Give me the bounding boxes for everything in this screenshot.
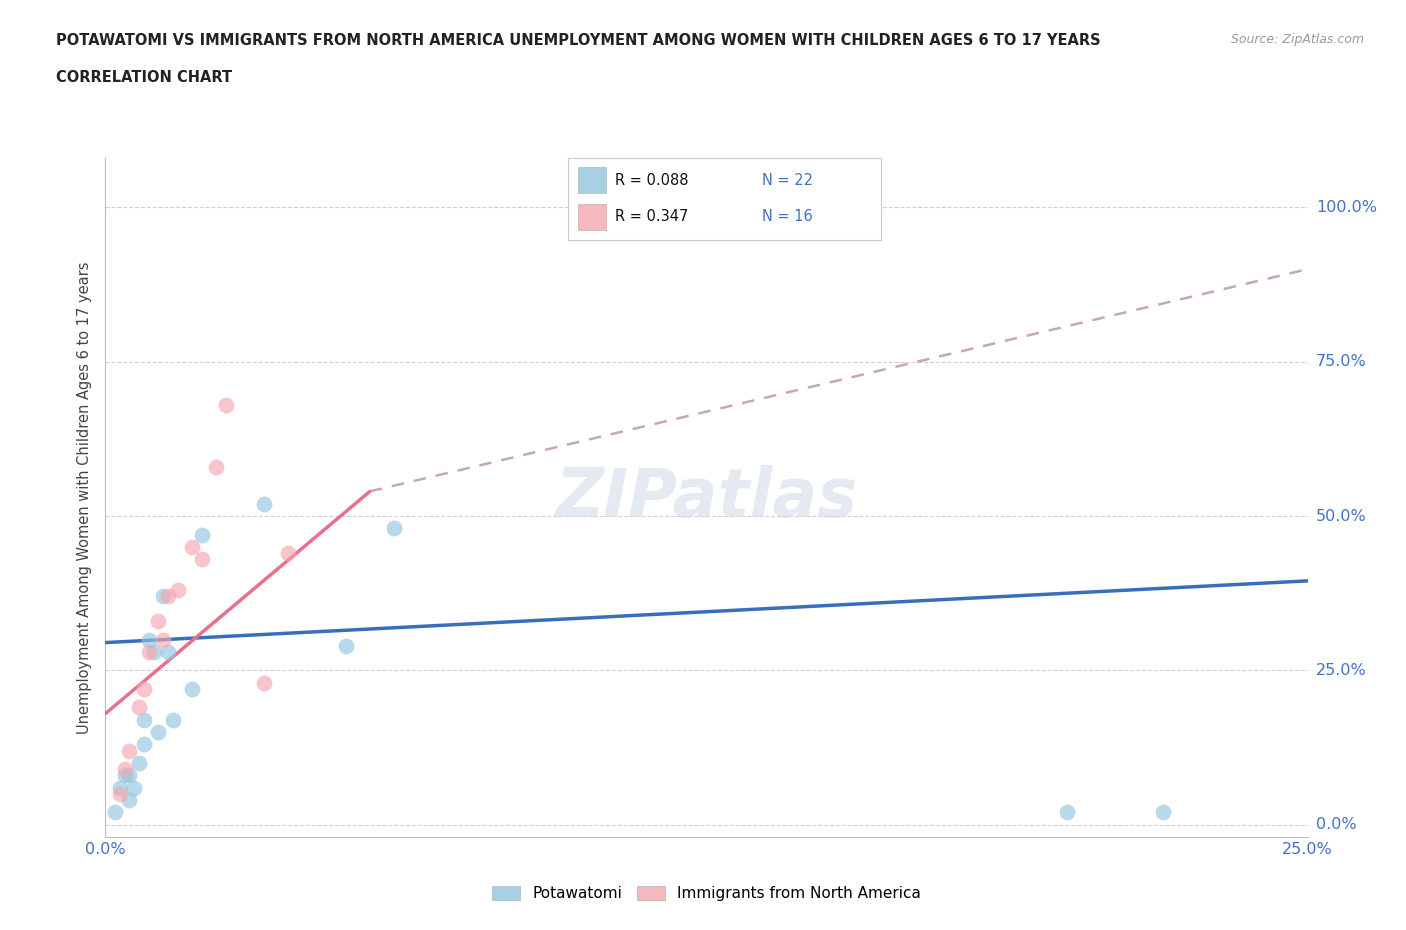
Text: 75.0%: 75.0% xyxy=(1316,354,1367,369)
Point xyxy=(253,675,276,690)
Point xyxy=(104,804,127,819)
Point xyxy=(108,787,131,802)
Point xyxy=(205,459,228,474)
Point xyxy=(138,644,160,659)
Point xyxy=(148,724,170,739)
Point xyxy=(114,768,136,783)
Point xyxy=(118,743,141,758)
Text: 0.0%: 0.0% xyxy=(1316,817,1357,832)
Point xyxy=(142,644,165,659)
Point xyxy=(166,583,188,598)
Point xyxy=(181,539,204,554)
Point xyxy=(156,644,179,659)
Text: Source: ZipAtlas.com: Source: ZipAtlas.com xyxy=(1230,33,1364,46)
Point xyxy=(152,632,174,647)
Point xyxy=(190,551,212,566)
Text: 50.0%: 50.0% xyxy=(1316,509,1367,524)
Point xyxy=(124,780,146,795)
Point xyxy=(138,632,160,647)
Point xyxy=(277,546,299,561)
Point xyxy=(253,497,276,512)
Point xyxy=(118,768,141,783)
Point xyxy=(148,614,170,629)
Point xyxy=(128,755,150,770)
Text: ZIPatlas: ZIPatlas xyxy=(555,465,858,530)
Point xyxy=(156,589,179,604)
Text: 100.0%: 100.0% xyxy=(1316,200,1376,215)
Point xyxy=(190,527,212,542)
Point xyxy=(132,737,155,751)
Point xyxy=(181,682,204,697)
Text: POTAWATOMI VS IMMIGRANTS FROM NORTH AMERICA UNEMPLOYMENT AMONG WOMEN WITH CHILDR: POTAWATOMI VS IMMIGRANTS FROM NORTH AMER… xyxy=(56,33,1101,47)
Point xyxy=(1056,804,1078,819)
Text: CORRELATION CHART: CORRELATION CHART xyxy=(56,70,232,85)
Point xyxy=(114,762,136,777)
Point xyxy=(128,700,150,715)
Point xyxy=(214,397,236,412)
Point xyxy=(382,521,405,536)
Point xyxy=(132,712,155,727)
Point xyxy=(1152,804,1174,819)
Point xyxy=(152,589,174,604)
Point xyxy=(108,780,131,795)
Text: 25.0%: 25.0% xyxy=(1316,663,1367,678)
Point xyxy=(335,638,357,653)
Y-axis label: Unemployment Among Women with Children Ages 6 to 17 years: Unemployment Among Women with Children A… xyxy=(77,261,93,734)
Point xyxy=(132,682,155,697)
Point xyxy=(162,712,184,727)
Legend: Potawatomi, Immigrants from North America: Potawatomi, Immigrants from North Americ… xyxy=(486,880,927,908)
Point xyxy=(118,792,141,807)
